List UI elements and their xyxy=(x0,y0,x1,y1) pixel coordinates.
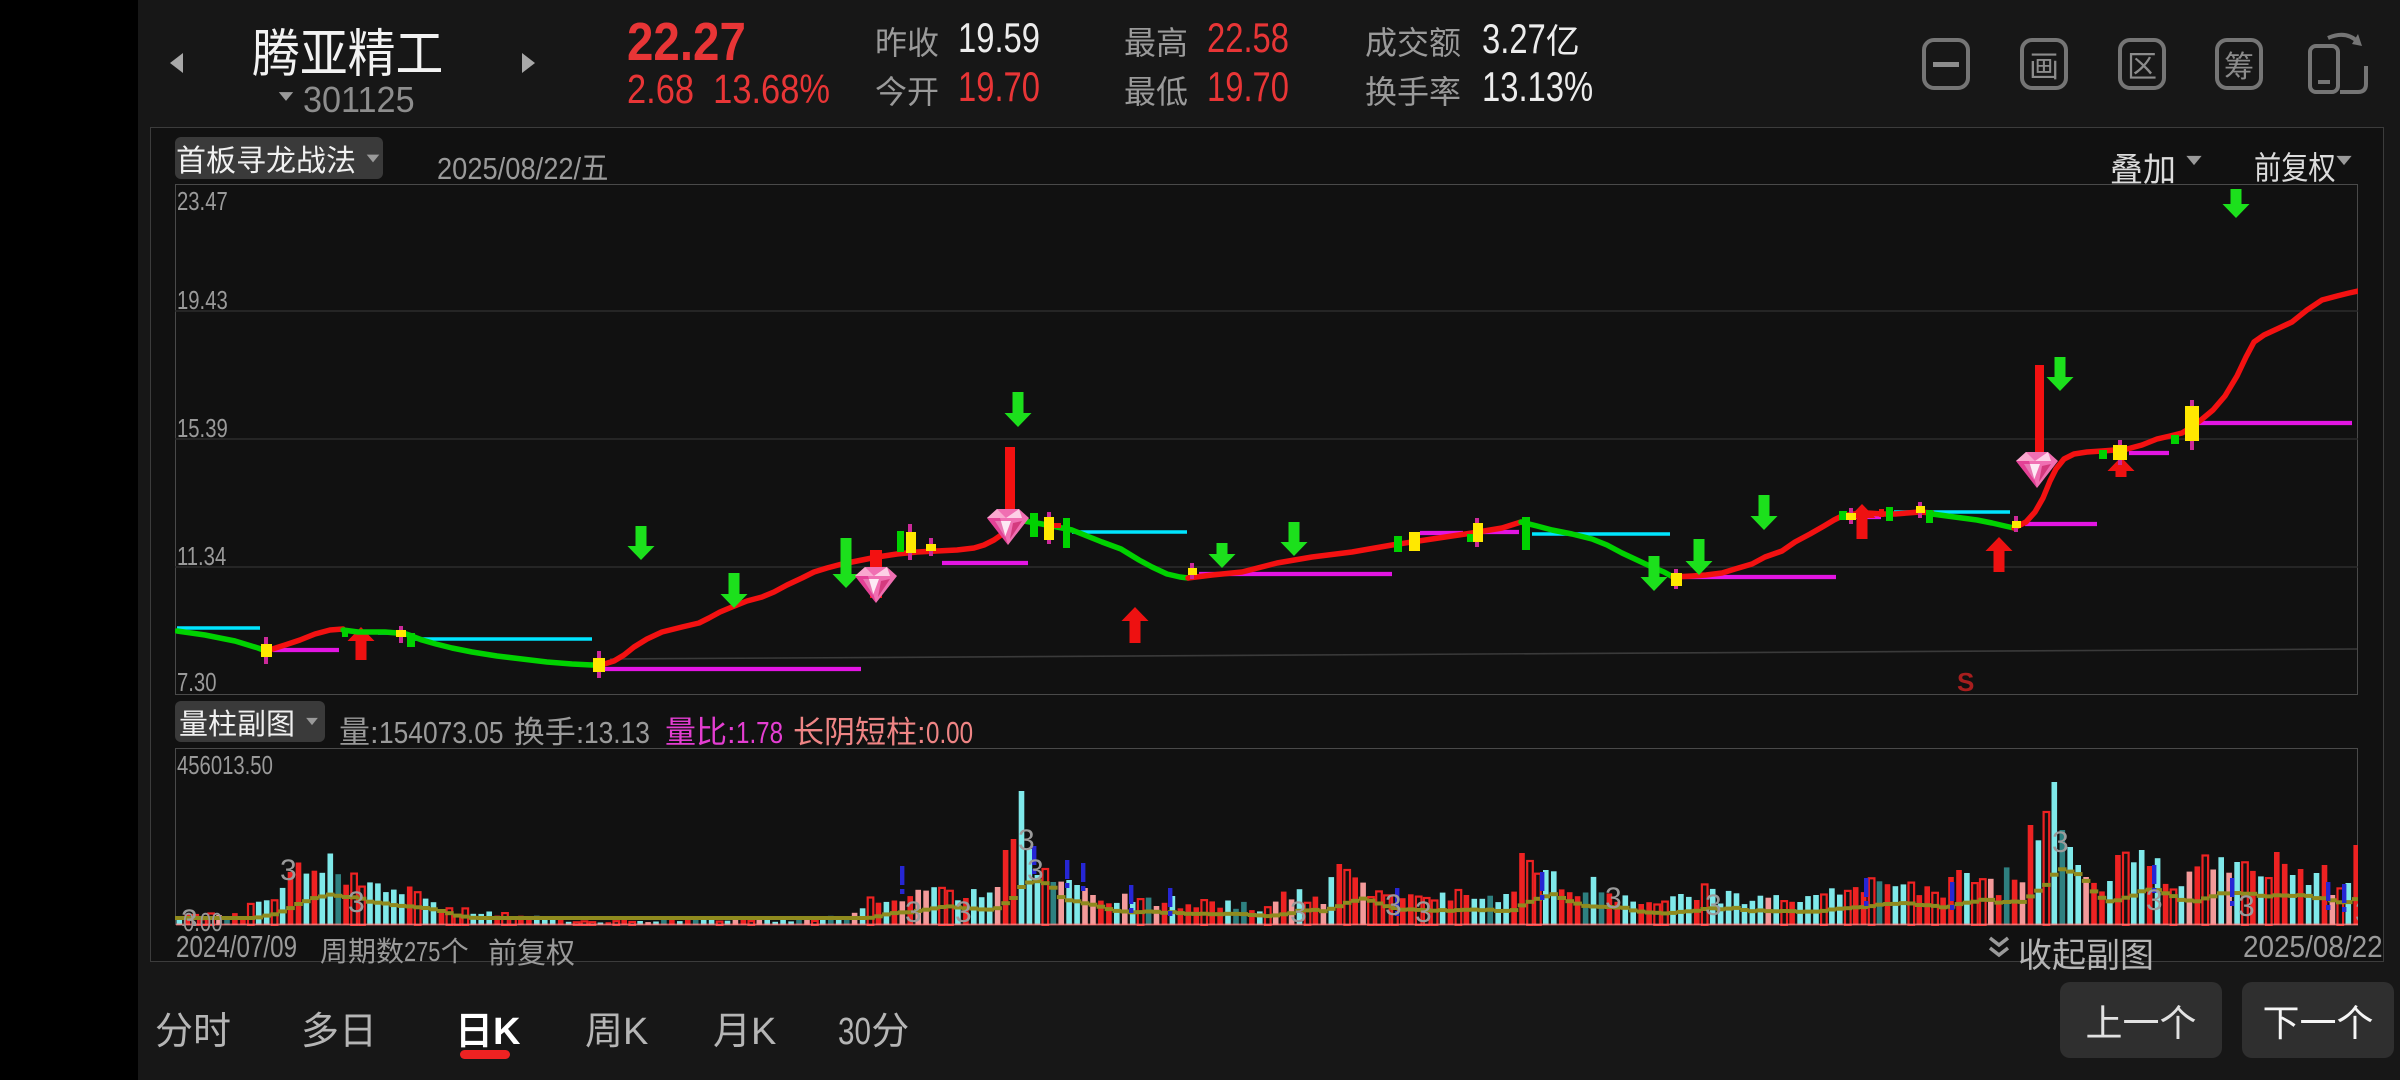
svg-text:3: 3 xyxy=(2146,884,2163,917)
svg-text:S: S xyxy=(1957,667,1974,695)
svg-text:3: 3 xyxy=(1027,854,1044,887)
svg-text:3: 3 xyxy=(181,904,198,926)
svg-text:3: 3 xyxy=(1605,882,1622,915)
svg-text:3: 3 xyxy=(1385,889,1402,922)
svg-text:3: 3 xyxy=(348,886,365,919)
svg-text:3: 3 xyxy=(2238,890,2255,923)
svg-text:3: 3 xyxy=(1415,896,1432,926)
svg-text:3: 3 xyxy=(1290,896,1307,926)
svg-text:3: 3 xyxy=(955,896,972,926)
svg-text:3: 3 xyxy=(2355,896,2358,926)
svg-text:3: 3 xyxy=(280,854,297,887)
svg-text:3: 3 xyxy=(1705,889,1722,922)
svg-text:3: 3 xyxy=(1018,824,1035,857)
svg-text:3: 3 xyxy=(905,896,922,926)
svg-text:3: 3 xyxy=(2052,826,2069,859)
